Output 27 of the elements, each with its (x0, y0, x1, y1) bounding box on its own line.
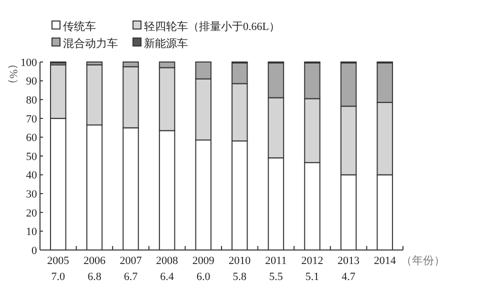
x-tick-label: 2006 6.8 (83, 255, 106, 283)
x-tick-label: 2008 6.4 (156, 255, 179, 283)
legend-label: 混合动力车 (63, 36, 118, 50)
x-tick-label: 2007 6.7 (120, 255, 142, 283)
y-tick-label: 60 (26, 132, 38, 144)
x-tick-label: 2009 6.0 (192, 255, 215, 283)
legend-label: 轻四轮车（排量小于0.66L） (144, 20, 280, 33)
y-tick-label: 40 (26, 170, 38, 182)
y-tick-label: 10 (26, 226, 38, 238)
y-tick-label: 70 (26, 113, 38, 126)
x-tick-label: 2005 7.0 (47, 255, 70, 283)
y-tick-label: 80 (26, 94, 38, 106)
x-tick-label: 2013 4.7 (338, 255, 360, 283)
y-tick-label: 0 (32, 244, 38, 257)
y-axis-title: （%） (7, 58, 20, 90)
y-tick-label: 20 (26, 207, 38, 220)
x-tick-label: 2011 5.5 (265, 255, 287, 283)
y-tick-label: 50 (26, 150, 38, 163)
y-tick-label: 90 (26, 76, 38, 88)
y-tick-label: 30 (26, 188, 38, 200)
legend-label: 传统车 (63, 20, 96, 33)
x-tick-label: 2014 (374, 255, 396, 267)
x-tick-label: 2010 5.8 (228, 255, 252, 283)
legend-label: 新能源车 (144, 36, 188, 50)
x-tick-label: 2012 5.1 (301, 255, 324, 283)
y-tick-label: 100 (20, 56, 38, 69)
x-axis-title: （年份） (401, 255, 445, 267)
